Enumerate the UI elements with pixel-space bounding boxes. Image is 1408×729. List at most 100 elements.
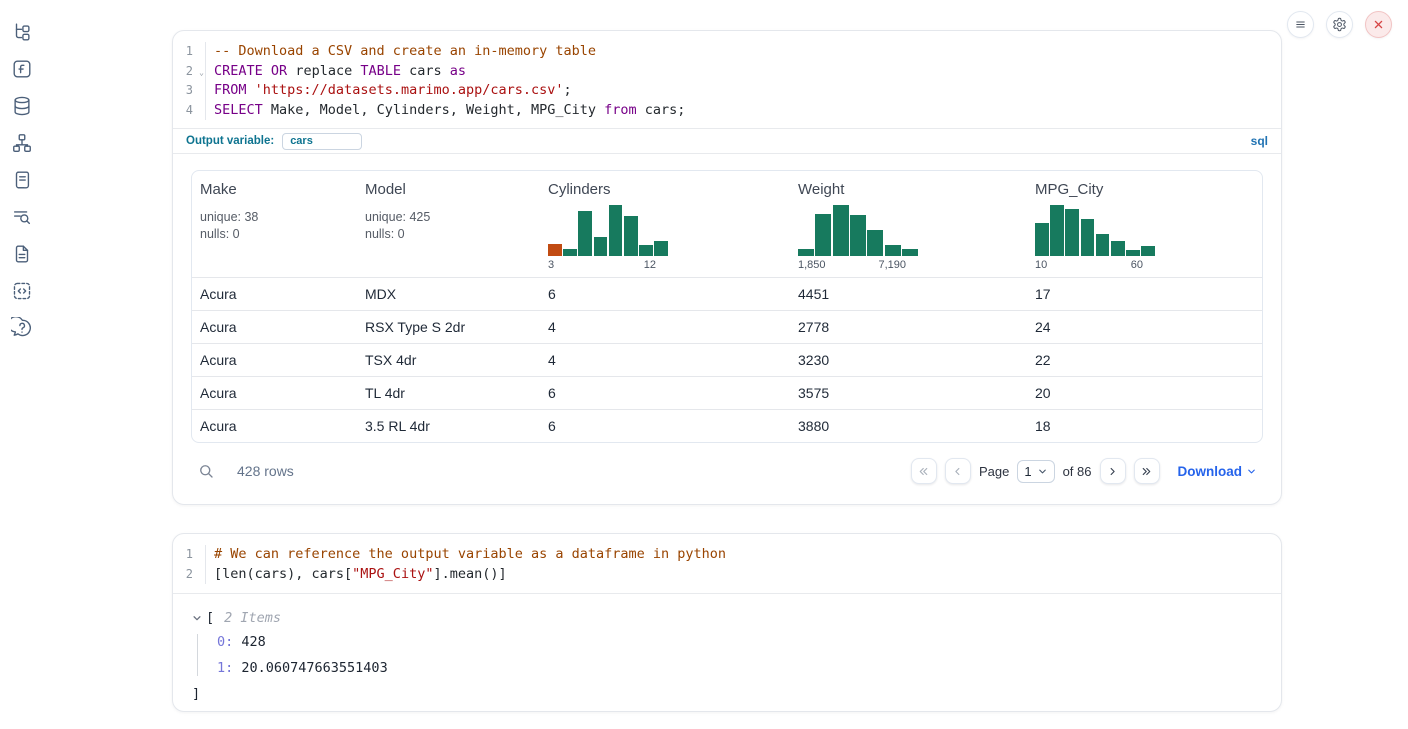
fold-chevron-icon[interactable]: ⌄: [199, 67, 204, 77]
list-search-icon[interactable]: [10, 205, 34, 229]
output-variable-input[interactable]: [282, 132, 363, 150]
table-cell: Acura: [200, 319, 237, 336]
code-token: cars;: [636, 101, 686, 118]
row-count: 428 rows: [237, 463, 294, 480]
histogram-bar[interactable]: [593, 237, 608, 257]
column-histogram[interactable]: 3 12: [548, 202, 668, 271]
gear-icon[interactable]: [1326, 11, 1353, 38]
histogram-bar[interactable]: [1035, 223, 1049, 257]
table-row[interactable]: Acura TSX 4dr 4 3230 22: [192, 343, 1262, 376]
hamburger-icon[interactable]: [1287, 11, 1314, 38]
code-token: cars: [400, 62, 450, 79]
histogram-bar[interactable]: [1126, 250, 1140, 257]
next-page-button[interactable]: [1099, 458, 1126, 485]
histogram-bar[interactable]: [867, 230, 884, 257]
code-token: -- Download a CSV and create an in-memor…: [214, 43, 597, 59]
collapse-chevron-icon[interactable]: [192, 613, 202, 623]
column-stat: unique: 38: [200, 210, 259, 225]
table-header: Make unique: 38 nulls: 0 Model unique: 425 nu…: [192, 171, 1262, 277]
table-row[interactable]: Acura TL 4dr 6 3575 20: [192, 376, 1262, 409]
histogram-bar[interactable]: [1065, 209, 1080, 257]
table-row[interactable]: Acura MDX 6 4451 17: [192, 277, 1262, 310]
help-icon[interactable]: [10, 316, 34, 340]
histogram-bar[interactable]: [578, 211, 593, 257]
histogram-bar[interactable]: [654, 241, 668, 257]
table-row[interactable]: Acura 3.5 RL 4dr 6 3880 18: [192, 409, 1262, 442]
scroll-icon[interactable]: [10, 168, 34, 192]
download-button[interactable]: Download: [1178, 464, 1258, 479]
list-close-bracket: ]: [192, 686, 201, 703]
histogram-axis: 3 12: [548, 259, 668, 271]
document-icon[interactable]: [10, 242, 34, 266]
column-header-cylinders[interactable]: Cylinders 3 12: [540, 181, 790, 271]
sql-code-editor[interactable]: 1 2 ⌄ 3 4 -- Download a CSV and create an in-…: [173, 31, 1281, 128]
line-number: 1: [185, 44, 193, 58]
histogram-bar[interactable]: [639, 245, 653, 257]
histogram-bar[interactable]: [832, 205, 849, 257]
code-token: OR: [270, 62, 288, 79]
column-header-weight[interactable]: Weight 1,850 7,190: [790, 181, 1027, 271]
file-tree-icon[interactable]: [10, 20, 34, 44]
topbar-controls: [1287, 11, 1392, 38]
histogram-bars: [548, 202, 668, 257]
sql-cell-output: Make unique: 38 nulls: 0 Model unique: 425 nu…: [173, 154, 1281, 489]
histogram-bar[interactable]: [815, 214, 832, 257]
list-entries: 0: 428 1: 20.060747663551403: [197, 634, 1281, 677]
pagination: Page 1 of 86 Download: [910, 458, 1258, 485]
list-open-bracket: [: [206, 610, 215, 627]
histogram-bar[interactable]: [1050, 205, 1064, 257]
page-select[interactable]: 1: [1017, 459, 1055, 483]
chevron-down-icon: [1248, 469, 1255, 474]
snippets-icon[interactable]: [10, 279, 34, 303]
close-icon[interactable]: [1365, 11, 1392, 38]
column-header-model[interactable]: Model unique: 425 nulls: 0: [357, 181, 540, 271]
code-token: FROM: [214, 82, 247, 99]
page-total: of 86: [1062, 463, 1092, 479]
table-cell: TL 4dr: [365, 385, 405, 402]
previous-page-button[interactable]: [944, 458, 971, 485]
histogram-bar[interactable]: [1095, 234, 1110, 257]
table-cell: 3575: [798, 385, 830, 402]
functions-icon[interactable]: [10, 57, 34, 81]
column-histogram[interactable]: 1,850 7,190: [798, 202, 919, 271]
histogram-bar[interactable]: [608, 205, 623, 257]
code-token: "MPG_City": [352, 565, 434, 582]
code-token: ;: [563, 82, 572, 99]
histogram-bar[interactable]: [1110, 241, 1125, 257]
column-header-make[interactable]: Make unique: 38 nulls: 0: [192, 181, 357, 271]
column-header-mpg_city[interactable]: MPG_City 10 60: [1027, 181, 1262, 271]
column-stat: nulls: 0: [365, 226, 405, 241]
histogram-bar[interactable]: [1080, 219, 1095, 257]
database-icon[interactable]: [10, 94, 34, 118]
python-cell-output: [ 2 Items 0: 428 1: 20.060747663551403 ]: [173, 594, 1281, 702]
last-page-button[interactable]: [1133, 458, 1160, 485]
table-row[interactable]: Acura RSX Type S 2dr 4 2778 24: [192, 310, 1262, 343]
line-number: 2: [185, 566, 193, 581]
column-histogram[interactable]: 10 60: [1035, 202, 1155, 271]
histogram-bar[interactable]: [850, 215, 866, 257]
histogram-bar[interactable]: [548, 244, 562, 257]
column-name: Weight: [798, 181, 845, 199]
table-cell: 4: [548, 319, 556, 336]
table-cell: 3880: [798, 418, 830, 435]
data-table: Make unique: 38 nulls: 0 Model unique: 425 nu…: [191, 170, 1263, 444]
dependency-graph-icon[interactable]: [10, 131, 34, 155]
histogram-bar[interactable]: [1141, 246, 1155, 257]
code-token: [263, 63, 271, 79]
histogram-bar[interactable]: [623, 216, 638, 257]
table-cell: 4451: [798, 286, 830, 303]
first-page-button[interactable]: [910, 458, 937, 485]
histogram-bar[interactable]: [902, 249, 919, 257]
search-icon[interactable]: [197, 462, 215, 480]
histogram-bar[interactable]: [798, 249, 814, 257]
histogram-bar[interactable]: [884, 245, 901, 257]
code-token: as: [449, 62, 467, 79]
histogram-bar[interactable]: [563, 249, 577, 257]
histogram-max-label: 12: [643, 259, 656, 272]
python-code-editor[interactable]: 1 2 # We can reference the output variable…: [173, 534, 1281, 595]
histogram-min-label: 10: [1035, 259, 1048, 272]
python-cell: 1 2 # We can reference the output variable…: [172, 533, 1282, 712]
table-cell: Acura: [200, 385, 237, 402]
code-token: SELECT: [214, 101, 263, 118]
